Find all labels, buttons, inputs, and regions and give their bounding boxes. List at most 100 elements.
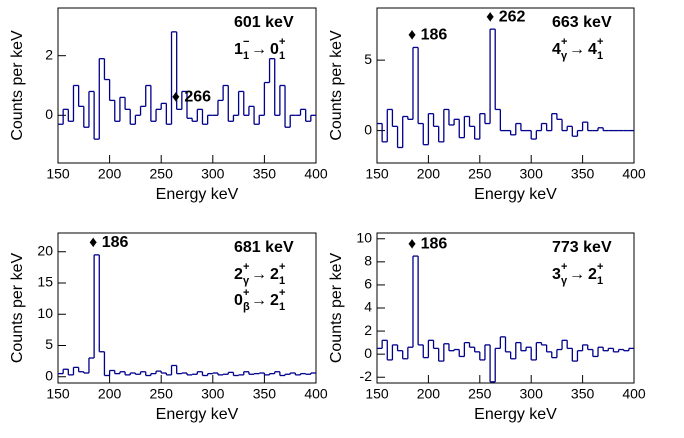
x-tick-label: 150 <box>365 166 389 182</box>
transition-to-sub: 1 <box>279 50 285 62</box>
y-tick-label: 15 <box>37 274 53 290</box>
transition-from-sub: γ <box>561 275 568 287</box>
x-tick-label: 250 <box>468 386 492 402</box>
step-connector <box>381 29 604 148</box>
x-tick-label: 150 <box>46 386 70 402</box>
x-tick-label: 400 <box>304 166 328 182</box>
x-tick-label: 400 <box>622 166 646 182</box>
x-tick-label: 300 <box>201 166 225 182</box>
x-axis-label: Energy keV <box>156 406 239 423</box>
x-tick-label: 350 <box>571 386 595 402</box>
peak-label: ♦ 186 <box>89 234 128 251</box>
peak-label: ♦ 186 <box>408 27 447 44</box>
transition-from: 2 <box>234 266 243 283</box>
transition-to: 0 <box>270 41 279 58</box>
transition-from: 3 <box>552 266 561 283</box>
step-connector <box>62 254 312 376</box>
x-tick-label: 400 <box>622 386 646 402</box>
transition-from-sub: γ <box>243 275 250 287</box>
transition-from-sup: + <box>561 261 567 273</box>
y-tick-label: 8 <box>364 253 372 269</box>
transition-to: 2 <box>270 266 279 283</box>
transition-to: 2 <box>270 292 279 309</box>
transition-to-sup: + <box>279 261 285 273</box>
x-tick-label: 200 <box>417 386 441 402</box>
x-tick-label: 250 <box>468 166 492 182</box>
y-axis-label: Counts per keV <box>9 30 26 141</box>
x-tick-label: 200 <box>417 166 441 182</box>
transition-to-sub: 1 <box>597 275 603 287</box>
y-tick-label: 0 <box>45 367 53 383</box>
transition-arrow: → <box>569 266 585 283</box>
plot-frame <box>376 7 635 164</box>
step-connector <box>62 31 312 140</box>
transition-to-sup: + <box>279 287 285 299</box>
x-tick-label: 150 <box>365 386 389 402</box>
transition-from-sub: 1 <box>243 50 249 62</box>
step-connector <box>381 256 630 382</box>
y-axis-label: Counts per keV <box>9 253 26 364</box>
peak-label: ♦ 262 <box>486 8 525 25</box>
transition-from: 1 <box>234 41 243 58</box>
y-tick-label: 0 <box>45 106 53 122</box>
peak-label: ♦ 266 <box>172 89 211 106</box>
transition-from: 4 <box>552 41 561 58</box>
x-tick-label: 150 <box>46 166 70 182</box>
y-tick-label: 10 <box>37 305 53 321</box>
transition-arrow: → <box>251 41 267 58</box>
x-axis-label: Energy keV <box>474 186 557 203</box>
y-axis-label: Counts per keV <box>328 253 345 364</box>
transition-arrow: → <box>569 41 585 58</box>
y-tick-label: 5 <box>364 51 372 67</box>
transition-to-sub: 1 <box>279 275 285 287</box>
transition-from-sup: + <box>243 261 249 273</box>
x-axis-label: Energy keV <box>474 406 557 423</box>
energy-label: 601 keV <box>234 14 294 31</box>
transition-to: 4 <box>588 41 597 58</box>
plot-frame <box>57 7 317 164</box>
x-axis-label: Energy keV <box>156 186 239 203</box>
y-tick-label: 2 <box>364 322 372 338</box>
transition-to-sup: + <box>279 36 285 48</box>
x-tick-label: 250 <box>150 166 174 182</box>
y-tick-label: -2 <box>360 368 373 384</box>
x-tick-label: 300 <box>201 386 225 402</box>
x-tick-label: 200 <box>98 386 122 402</box>
transition-arrow: → <box>251 266 267 283</box>
x-tick-label: 400 <box>304 386 328 402</box>
y-tick-label: 4 <box>364 299 372 315</box>
transition-from-sup: − <box>243 36 249 48</box>
x-tick-label: 300 <box>520 386 544 402</box>
transition-from-sub: β <box>243 301 250 313</box>
y-tick-label: 10 <box>356 229 372 245</box>
transition-from-sup: + <box>561 36 567 48</box>
transition-arrow: → <box>251 292 267 309</box>
y-axis-label: Counts per keV <box>328 30 345 141</box>
peak-label: ♦ 186 <box>408 235 447 252</box>
y-tick-label: 0 <box>364 121 372 137</box>
x-tick-label: 200 <box>98 166 122 182</box>
energy-label: 681 keV <box>234 239 294 256</box>
transition-to-sub: 1 <box>597 50 603 62</box>
plot-frame <box>57 232 317 384</box>
transition-from-sup: + <box>243 287 249 299</box>
y-tick-label: 0 <box>364 345 372 361</box>
transition-from: 0 <box>234 292 243 309</box>
x-tick-label: 300 <box>520 166 544 182</box>
transition-from-sub: γ <box>561 50 568 62</box>
transition-to: 2 <box>588 266 597 283</box>
energy-label: 773 keV <box>552 239 612 256</box>
transition-to-sub: 1 <box>279 301 285 313</box>
y-tick-label: 5 <box>45 336 53 352</box>
x-tick-label: 350 <box>253 166 277 182</box>
y-tick-label: 6 <box>364 276 372 292</box>
x-tick-label: 350 <box>253 386 277 402</box>
transition-to-sup: + <box>597 36 603 48</box>
transition-to-sup: + <box>597 261 603 273</box>
x-tick-label: 250 <box>150 386 174 402</box>
y-tick-label: 2 <box>45 46 53 62</box>
y-tick-label: 20 <box>37 242 53 258</box>
x-tick-label: 350 <box>571 166 595 182</box>
energy-label: 663 keV <box>552 14 612 31</box>
